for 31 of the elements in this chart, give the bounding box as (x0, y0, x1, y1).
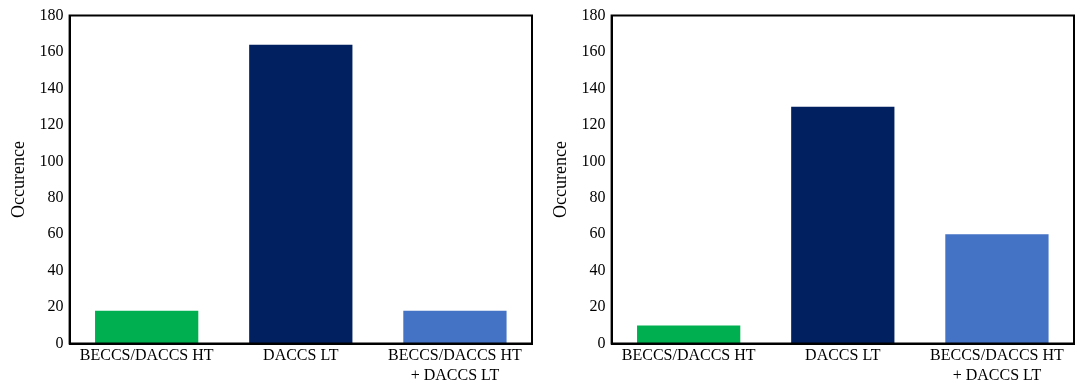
y-tick-label: 80 (47, 188, 64, 206)
x-tick-label: BECCS/DACCS HT (79, 346, 214, 364)
y-tick-label: 0 (597, 333, 606, 351)
y-tick-label: 80 (589, 188, 606, 206)
y-tick-label: 100 (39, 151, 64, 169)
y-tick-label: 60 (589, 224, 606, 242)
y-axis-title: Occurence (7, 141, 28, 219)
y-axis-title: Occurence (549, 141, 570, 219)
y-tick-label: 100 (581, 151, 606, 169)
bar (945, 234, 1049, 344)
y-tick-label: 0 (55, 333, 64, 351)
y-tick-label: 180 (39, 5, 64, 23)
y-tick-label: 40 (589, 260, 606, 278)
y-tick-label: 160 (39, 42, 64, 60)
y-tick-label: 40 (47, 260, 64, 278)
x-tick-label: DACCS LT (805, 346, 881, 364)
y-tick-label: 140 (581, 78, 606, 96)
y-tick-label: 20 (589, 297, 606, 315)
x-tick-label: BECCS/DACCS HT + DACCS LT (930, 346, 1065, 383)
y-tick-label: 140 (39, 78, 64, 96)
x-tick-label: BECCS/DACCS HT (621, 346, 756, 364)
y-tick-label: 180 (581, 5, 606, 23)
y-tick-label: 120 (581, 115, 606, 133)
y-tick-label: 160 (581, 42, 606, 60)
bar (637, 325, 741, 344)
bar (791, 106, 895, 344)
x-tick-label: DACCS LT (263, 346, 339, 364)
y-tick-label: 20 (47, 297, 64, 315)
x-tick-label: BECCS/DACCS HT + DACCS LT (388, 346, 523, 383)
y-tick-label: 60 (47, 224, 64, 242)
y-tick-label: 120 (39, 115, 64, 133)
